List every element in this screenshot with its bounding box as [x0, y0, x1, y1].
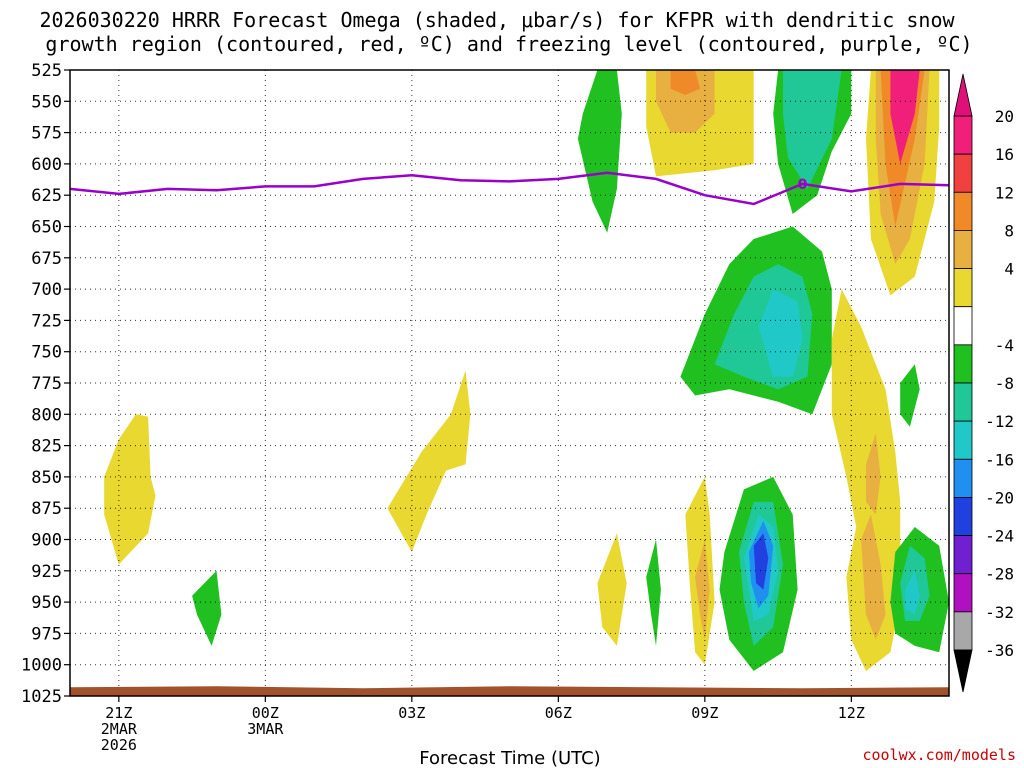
colorbar-bin--28	[953, 535, 973, 575]
colorbar-tick-label--24: -24	[985, 527, 1014, 546]
colorbar-bin--24	[953, 497, 973, 536]
y-tick-label-625: 625	[31, 186, 62, 206]
y-tick-label-900: 900	[31, 531, 62, 551]
x-tick-label-12-0: 09Z	[691, 704, 718, 722]
colorbar-tick-label-12: 12	[995, 183, 1014, 202]
x-tick-label-3-1: 3MAR	[247, 720, 284, 738]
colorbar-bin-8	[953, 191, 973, 231]
colorbar-tick-label--36: -36	[985, 641, 1014, 660]
chart-title-line-2: growth region (contoured, red, ºC) and f…	[45, 32, 972, 56]
omega-region-20	[597, 533, 627, 646]
omega-region-15	[758, 289, 803, 377]
x-tick-label-3-0: 00Z	[252, 704, 279, 722]
freezing-level-layer: 0	[69, 171, 950, 206]
omega-region-12	[890, 70, 920, 164]
pressure-axis: 525 550 575 600 625 650 675 700 725 750 775 800 825 8…	[21, 61, 70, 707]
omega-shading-layer	[104, 70, 949, 671]
y-tick-label-575: 575	[31, 124, 62, 144]
colorbar-tick-label-4: 4	[1004, 260, 1014, 279]
y-tick-label-950: 950	[31, 593, 62, 613]
colorbar-bottom-arrow	[953, 649, 973, 693]
x-tick-label-6-0: 03Z	[398, 704, 425, 722]
colorbar-tick-label-20: 20	[995, 107, 1014, 126]
omega-region-3	[577, 70, 622, 233]
x-tick-label-0-0: 21Z	[105, 704, 132, 722]
colorbar-bin--36	[953, 611, 973, 651]
colorbar-tick-label--8: -8	[995, 374, 1014, 393]
colorbar-bin--32	[953, 573, 973, 613]
x-tick-label-15-0: 12Z	[838, 704, 865, 722]
colorbar-bin-16	[953, 115, 973, 155]
omega-region-2	[387, 370, 471, 552]
omega-region-28	[753, 533, 769, 590]
omega-region-19	[900, 364, 920, 427]
x-tick-label-0-2: 2026	[101, 736, 137, 754]
y-tick-label-750: 750	[31, 343, 62, 363]
omega-region-1	[192, 570, 222, 646]
y-tick-label-850: 850	[31, 468, 62, 488]
x-tick-label-9-0: 06Z	[545, 704, 572, 722]
colorbar-bin--12	[953, 382, 973, 422]
colorbar-bin-4	[953, 230, 973, 269]
omega-region-18	[866, 433, 881, 515]
y-tick-label-825: 825	[31, 437, 62, 457]
colorbar-tick-label-16: 16	[995, 145, 1014, 164]
y-tick-label-525: 525	[31, 61, 62, 81]
x-tick-label-0-1: 2MAR	[101, 720, 138, 738]
colorbar-tick-label--20: -20	[985, 488, 1014, 507]
y-tick-label-650: 650	[31, 218, 62, 238]
chart-title-line-1: 2026030220 HRRR Forecast Omega (shaded, …	[39, 8, 955, 32]
y-tick-label-775: 775	[31, 374, 62, 394]
colorbar-bin-12	[953, 153, 973, 193]
y-tick-label-600: 600	[31, 155, 62, 175]
colorbar-tick-label--16: -16	[985, 450, 1014, 469]
colorbar-bin--4	[953, 306, 973, 346]
omega-region-23	[695, 539, 710, 640]
omega-region-0	[104, 414, 156, 565]
colorbar-tick-label--28: -28	[985, 565, 1014, 584]
y-tick-label-800: 800	[31, 405, 62, 425]
omega-region-21	[646, 539, 661, 646]
colorbar-bin--16	[953, 420, 973, 460]
x-axis-title: Forecast Time (UTC)	[419, 748, 600, 768]
terrain-layer	[70, 686, 949, 696]
y-tick-label-875: 875	[31, 499, 62, 519]
y-tick-label-550: 550	[31, 92, 62, 112]
y-tick-label-675: 675	[31, 249, 62, 269]
colorbar-tick-label--4: -4	[995, 336, 1014, 355]
y-tick-label-725: 725	[31, 311, 62, 331]
terrain-surface	[70, 686, 949, 696]
colorbar-bin--20	[953, 458, 973, 498]
y-tick-label-1025: 1025	[21, 687, 62, 707]
y-tick-label-925: 925	[31, 562, 62, 582]
y-tick-label-975: 975	[31, 624, 62, 644]
colorbar-tick-label--12: -12	[985, 412, 1014, 431]
colorbar-tick-label--32: -32	[985, 603, 1014, 622]
freezing-level-label: 0	[798, 177, 808, 193]
omega-colorbar: 20 16 12 8 4 -4 -8 -12 -16 -20 -24 -28 -32 -36	[953, 73, 1014, 693]
y-tick-label-700: 700	[31, 280, 62, 300]
omega-region-17	[861, 514, 886, 640]
y-tick-label-1000: 1000	[21, 656, 62, 676]
colorbar-bin-0	[953, 268, 973, 308]
omega-region-31	[905, 570, 920, 615]
colorbar-tick-label-8: 8	[1004, 221, 1014, 240]
credit-text[interactable]: coolwx.com/models	[862, 746, 1016, 764]
chart-title: 2026030220 HRRR Forecast Omega (shaded, …	[39, 8, 972, 56]
omega-region-6	[670, 70, 700, 95]
colorbar-bin--8	[953, 344, 973, 384]
omega-region-8	[783, 70, 842, 189]
colorbar-top-arrow	[953, 73, 973, 117]
freezing-level-line	[69, 171, 950, 206]
